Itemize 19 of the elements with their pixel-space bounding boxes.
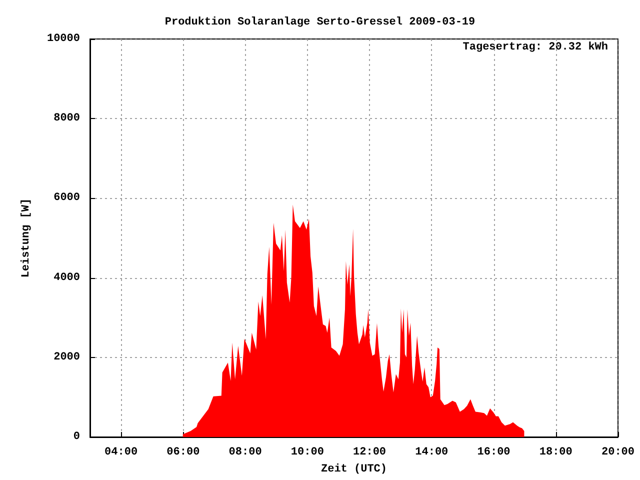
y-tick-label: 6000: [54, 192, 80, 204]
y-tick-label: 2000: [54, 351, 80, 364]
y-tick-label: 8000: [54, 112, 80, 125]
x-tick-label: 10:00: [290, 446, 324, 458]
y-tick-label: 10000: [46, 33, 80, 45]
x-tick-label: 04:00: [104, 446, 138, 458]
annotation: Tagesertrag: 20.32 kWh: [462, 42, 608, 54]
y-tick-label: 0: [73, 431, 80, 443]
x-tick-label: 18:00: [539, 446, 572, 458]
chart-title: Produktion Solaranlage Serto-Gressel 2009-03-19: [164, 16, 476, 28]
x-tick-label: 12:00: [353, 446, 386, 458]
x-tick-label: 06:00: [166, 446, 200, 458]
x-tick-label: 14:00: [415, 446, 448, 458]
y-axis-title: Leistung [W]: [20, 198, 32, 278]
x-tick-label: 08:00: [228, 446, 262, 458]
x-axis-title: Zeit (UTC): [320, 464, 388, 476]
x-tick-label: 20:00: [601, 446, 635, 458]
x-tick-label: 16:00: [477, 446, 510, 458]
y-tick-label: 4000: [54, 272, 80, 284]
